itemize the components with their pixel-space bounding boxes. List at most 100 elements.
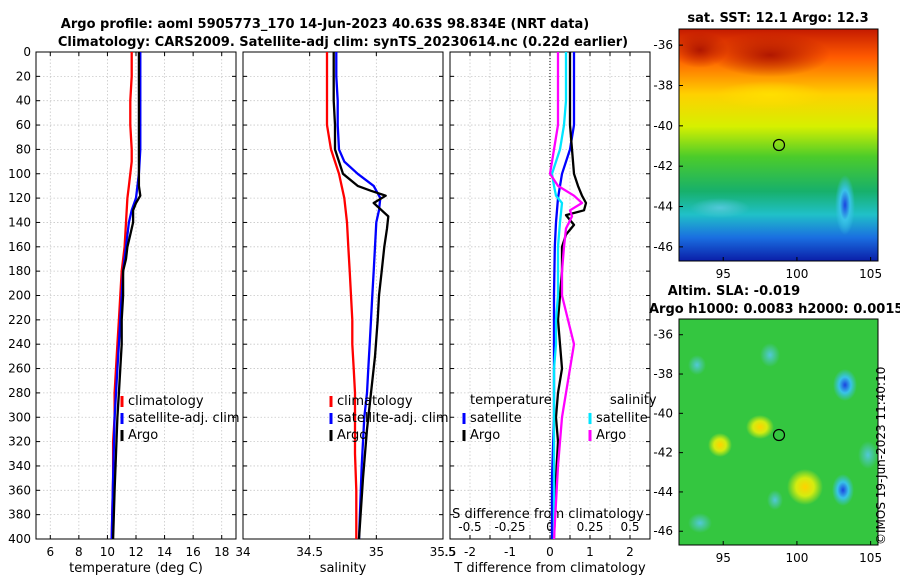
x-tick-label: 35.5 <box>430 545 457 559</box>
x-axis-label: temperature (deg C) <box>69 561 203 576</box>
map-y-tick-label: -46 <box>653 524 673 538</box>
sst-map-frame <box>678 28 879 262</box>
sla-high-patch <box>832 474 854 506</box>
legend-label: Argo <box>596 428 626 443</box>
sla-map-title-line1: Altim. SLA: -0.019 <box>668 284 800 299</box>
y-tick-label: 120 <box>8 191 31 205</box>
map-y-tick-label: -42 <box>653 159 673 173</box>
sla-high-patch <box>688 513 712 533</box>
map-y-tick-label: -46 <box>653 240 673 254</box>
y-tick-label: 80 <box>16 142 31 156</box>
y-tick-label: 360 <box>8 483 31 497</box>
y-tick-label: 400 <box>8 532 31 546</box>
map-y-tick-label: -36 <box>653 38 673 52</box>
s-axis-label: S difference from climatology <box>452 507 644 522</box>
figure-title-line2: Climatology: CARS2009. Satellite-adj cli… <box>58 35 628 50</box>
x-tick-label: 8 <box>75 545 83 559</box>
y-tick-label: 300 <box>8 410 31 424</box>
y-tick-label: 180 <box>8 264 31 278</box>
legend-label: Argo <box>470 428 500 443</box>
map-y-tick-label: -42 <box>653 446 673 460</box>
x-tick-label-edge: .5 <box>444 545 455 559</box>
sla-low-patch <box>708 433 732 457</box>
s-tick-label: 0 <box>546 520 554 534</box>
x-tick-label: 18 <box>214 545 229 559</box>
sst-cold-patch <box>690 198 750 218</box>
map-y-tick-label: -44 <box>653 200 673 214</box>
sla-high-patch <box>688 355 706 375</box>
y-tick-label: 340 <box>8 459 31 473</box>
sla-map-frame <box>678 318 879 546</box>
x-tick-label: 1 <box>586 545 594 559</box>
x-tick-label: 12 <box>128 545 143 559</box>
y-tick-label: 260 <box>8 362 31 376</box>
y-tick-label: 240 <box>8 337 31 351</box>
x-tick-label: 14 <box>157 545 172 559</box>
map-y-tick-label: -40 <box>653 119 673 133</box>
sla-map-title-line2: Argo h1000: 0.0083 h2000: 0.0015 <box>649 302 900 317</box>
series-line-s-satellite <box>550 52 568 539</box>
sla-low-patch <box>787 469 823 505</box>
y-tick-label: 100 <box>8 167 31 181</box>
x-tick-label: -1 <box>504 545 516 559</box>
map-y-tick-label: -40 <box>653 406 673 420</box>
legend-label: satellite-adj. clim <box>337 411 449 426</box>
sst-map-panel: sat. SST: 12.1 Argo: 12.3 95 100 105 -36 -38… <box>653 11 882 281</box>
s-tick-label: -0.5 <box>458 520 481 534</box>
map-x-tick-label: 105 <box>859 551 882 565</box>
sla-map-ticks: 95 100 105 -36 -38 -40 -42 -44 -46 <box>653 328 882 565</box>
sla-low-patch <box>746 415 774 439</box>
y-tick-label: 280 <box>8 386 31 400</box>
legend-label: Argo <box>337 428 367 443</box>
series-line-satellite-adj-clim <box>335 52 382 540</box>
x-axis-label: salinity <box>320 561 367 576</box>
map-x-tick-label: 95 <box>716 267 731 281</box>
s-tick-label: -0.25 <box>494 520 525 534</box>
sst-yellow-patch <box>715 81 825 109</box>
sst-map-title: sat. SST: 12.1 Argo: 12.3 <box>687 11 868 26</box>
s-tick-label: 0.5 <box>620 520 639 534</box>
sst-warm-patch <box>679 32 728 68</box>
map-x-tick-label: 100 <box>785 551 808 565</box>
sst-warm-patch <box>710 33 830 77</box>
sla-map-panel: Altim. SLA: -0.019 Argo h1000: 0.0083 h2… <box>649 284 900 565</box>
legend-label: climatology <box>337 394 413 409</box>
figure-title-line1: Argo profile: aoml 5905773_170 14-Jun-20… <box>61 17 589 32</box>
series-line-argo <box>332 52 390 540</box>
series-line-satellite-adj-clim <box>110 52 142 540</box>
series-line-argo <box>111 52 142 540</box>
y-tick-label: 320 <box>8 435 31 449</box>
x-axis-label: T difference from climatology <box>453 561 646 576</box>
sla-high-patch <box>858 441 878 469</box>
map-x-tick-label: 100 <box>785 267 808 281</box>
y-tick-label: 380 <box>8 508 31 522</box>
y-tick-label: 140 <box>8 215 31 229</box>
y-tick-label: 220 <box>8 313 31 327</box>
sst-map-ticks: 95 100 105 -36 -38 -40 -42 -44 -46 <box>653 38 882 281</box>
legend-label: satellite-adj. clim <box>128 411 240 426</box>
s-tick-label: 0.25 <box>577 520 604 534</box>
sla-argo-marker <box>772 428 786 442</box>
y-tick-label: 200 <box>8 289 31 303</box>
temperature-profile-panel: 6 8 10 12 14 16 18 temperature (deg C) 0 20 40 60 80… <box>8 45 240 576</box>
y-tick-label: 20 <box>16 69 31 83</box>
y-tick-label: 40 <box>16 94 31 108</box>
sla-high-patch <box>760 343 780 367</box>
sla-high-patch <box>767 490 783 510</box>
legend-label: climatology <box>128 394 204 409</box>
x-tick-label: 6 <box>46 545 54 559</box>
sst-argo-marker <box>772 138 786 152</box>
legend-label: Argo <box>128 428 158 443</box>
salinity-profile-panel: 34 34.5 35 35.5 salinity climatology satellite… <box>235 51 457 576</box>
x-tick-label: 0 <box>546 545 554 559</box>
map-y-tick-label: -38 <box>653 367 673 381</box>
x-tick-label: 2 <box>626 545 634 559</box>
x-tick-label: 16 <box>186 545 201 559</box>
sst-cold-patch <box>835 175 855 235</box>
map-x-tick-label: 95 <box>716 551 731 565</box>
series-line-climatology <box>325 52 358 539</box>
legend-title: salinity <box>610 393 657 408</box>
x-tick-label: 34.5 <box>296 545 323 559</box>
map-x-tick-label: 105 <box>859 267 882 281</box>
